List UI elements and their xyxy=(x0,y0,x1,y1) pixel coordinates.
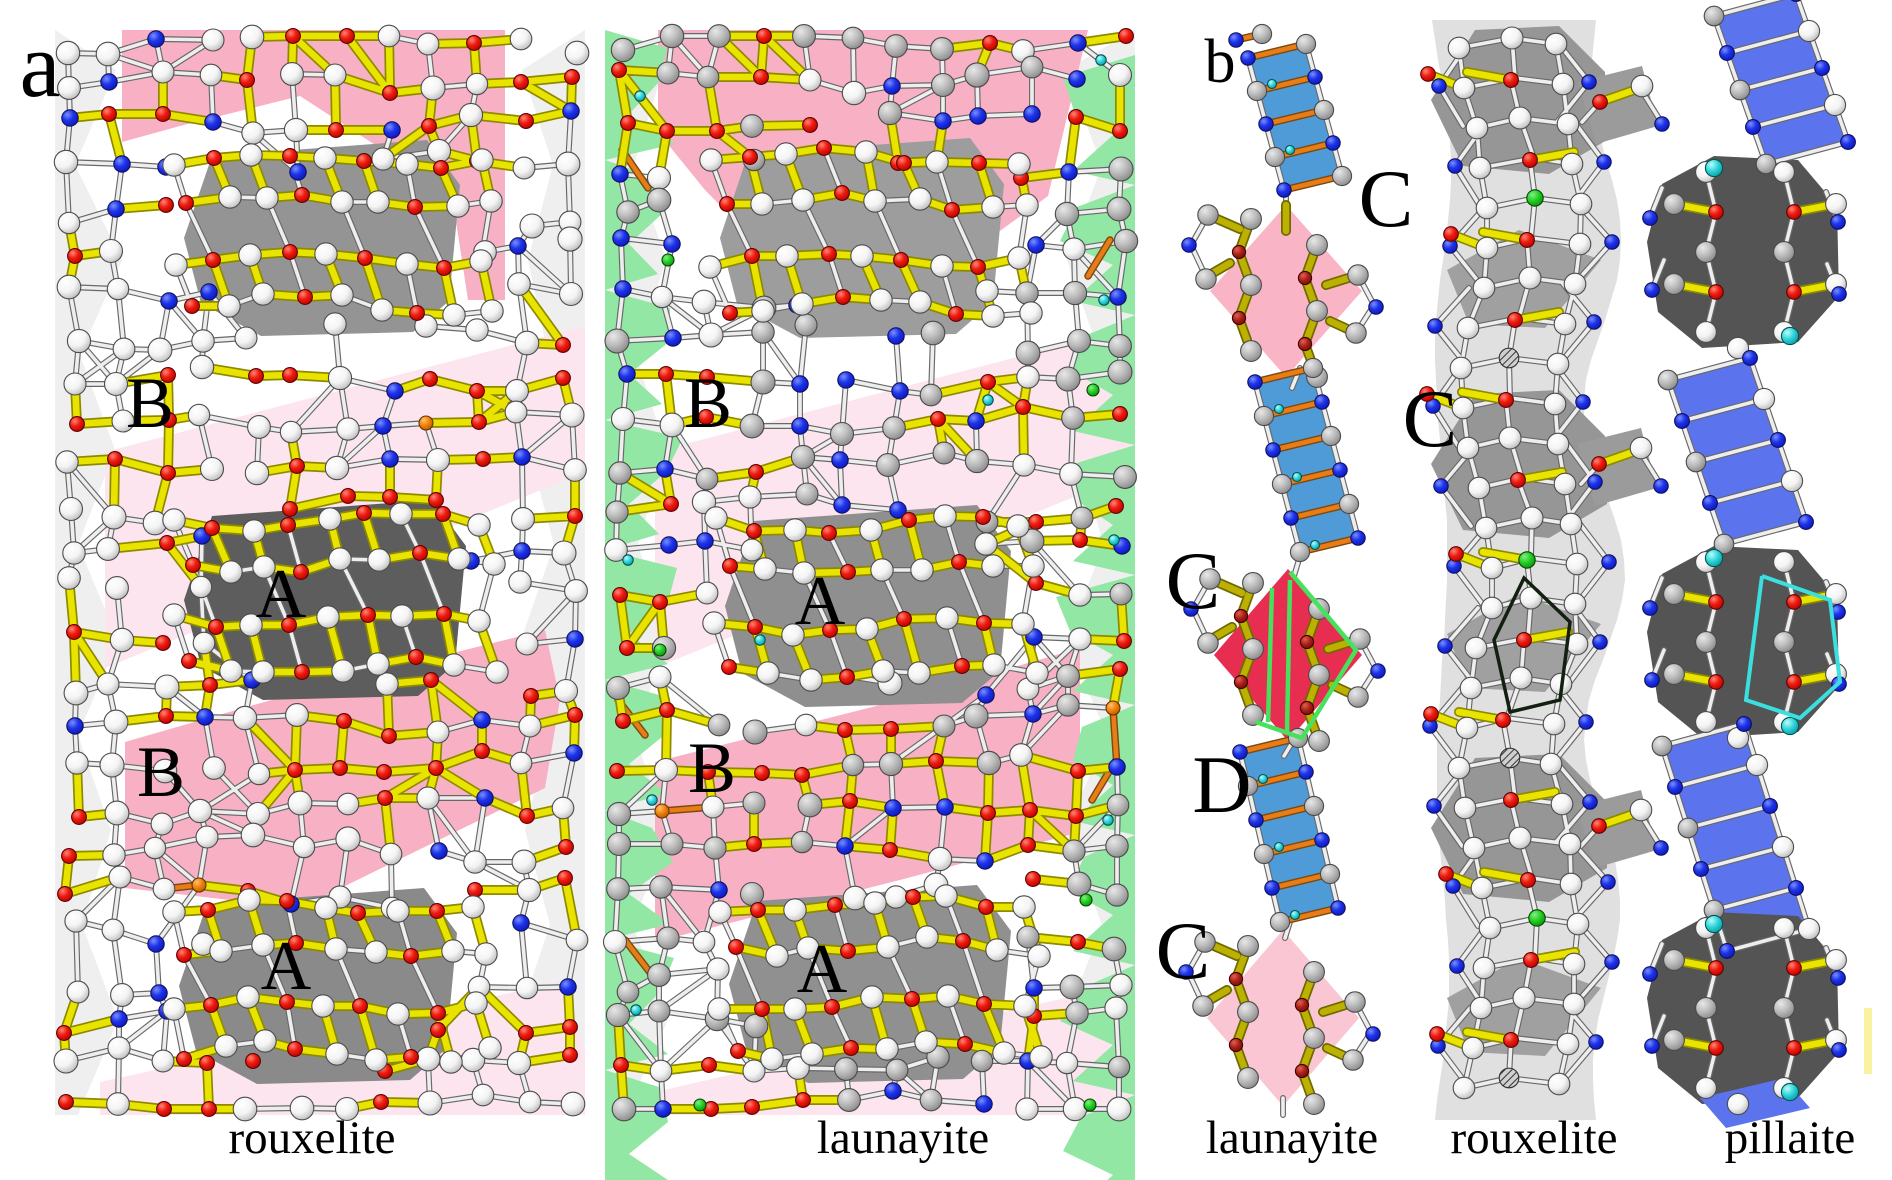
svg-text:C: C xyxy=(1166,535,1221,626)
svg-text:launayite: launayite xyxy=(1206,1112,1378,1164)
svg-text:B: B xyxy=(688,728,736,808)
svg-text:A: A xyxy=(256,556,307,633)
svg-text:A: A xyxy=(797,931,848,1008)
svg-text:C: C xyxy=(1403,373,1458,464)
svg-text:B: B xyxy=(126,363,174,443)
svg-text:pillaite: pillaite xyxy=(1725,1112,1856,1164)
svg-text:A: A xyxy=(261,928,312,1005)
svg-text:rouxelite: rouxelite xyxy=(1450,1112,1617,1164)
svg-text:a: a xyxy=(20,14,61,116)
svg-text:rouxelite: rouxelite xyxy=(228,1112,395,1164)
svg-text:launayite: launayite xyxy=(817,1112,989,1164)
svg-text:b: b xyxy=(1205,28,1236,96)
svg-text:C: C xyxy=(1359,153,1414,244)
svg-text:B: B xyxy=(137,732,185,812)
svg-text:B: B xyxy=(684,363,732,443)
svg-text:C: C xyxy=(1156,905,1211,996)
svg-text:A: A xyxy=(795,563,846,640)
svg-text:D: D xyxy=(1192,739,1251,830)
